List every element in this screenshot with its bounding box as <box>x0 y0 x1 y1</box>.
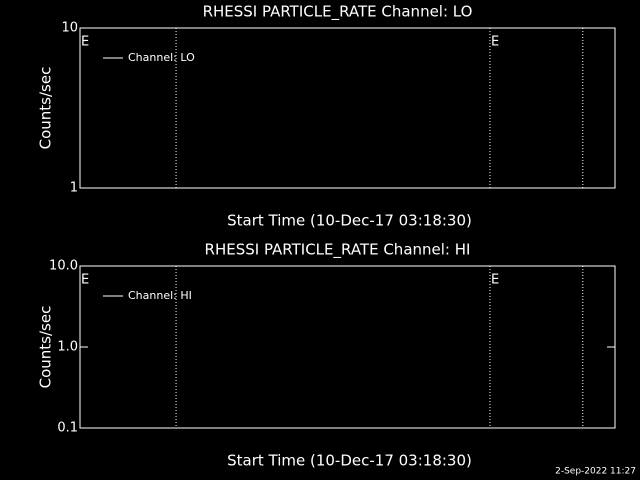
annotation: E <box>491 35 499 50</box>
y-axis-label: Counts/sec <box>37 67 55 150</box>
x-axis-label: Start Time (10-Dec-17 03:18:30) <box>227 212 472 230</box>
y-tick-label: 10.0 <box>49 259 78 274</box>
legend-label: Channel: LO <box>128 51 195 64</box>
annotation: E <box>81 35 89 50</box>
legend-label: Channel: HI <box>128 289 192 302</box>
y-tick-label: 1 <box>70 181 78 196</box>
plot-frame <box>79 27 616 189</box>
annotation: E <box>81 273 89 288</box>
chart-title: RHESSI PARTICLE_RATE Channel: HI <box>205 241 471 260</box>
footer: 2-Sep-2022 11:27 <box>555 467 636 477</box>
y-tick-label: 1.0 <box>57 340 78 355</box>
y-tick-label: 10 <box>61 21 78 36</box>
chart-title: RHESSI PARTICLE_RATE Channel: LO <box>203 3 473 22</box>
annotation: E <box>491 273 499 288</box>
x-axis-label: Start Time (10-Dec-17 03:18:30) <box>227 452 472 470</box>
y-axis-label: Counts/sec <box>37 306 55 389</box>
y-tick-label: 0.1 <box>57 421 78 436</box>
